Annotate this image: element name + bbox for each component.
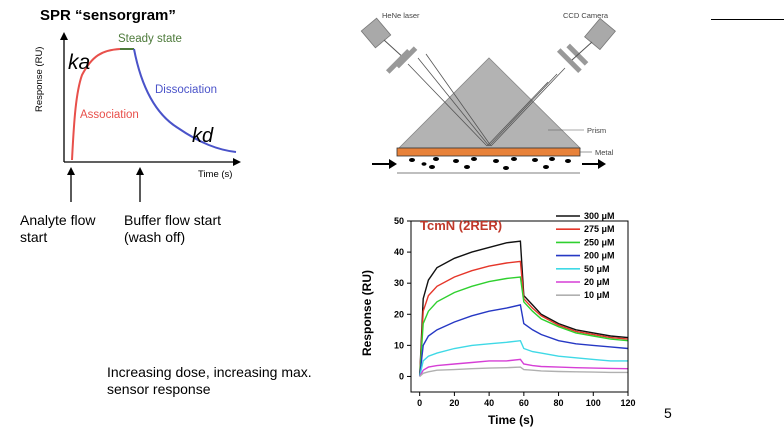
y-tick-label: 20 xyxy=(394,309,404,319)
sensorgram-xlabel: Time (s) xyxy=(198,169,232,180)
buffer-flow-label: Buffer flow start (wash off) xyxy=(124,212,221,246)
sensorgram-ylabel: Response (RU) xyxy=(34,47,45,112)
series-line xyxy=(419,366,628,378)
chart-ylabel: Response (RU) xyxy=(360,270,374,356)
prism-label: Prism xyxy=(587,126,606,135)
buffer-arrowhead xyxy=(136,167,144,175)
camera-beam xyxy=(571,41,593,61)
sensorgram-x-arrowhead xyxy=(233,158,241,166)
camera-body xyxy=(584,17,616,51)
page-number: 5 xyxy=(664,405,672,421)
y-tick-label: 30 xyxy=(394,278,404,288)
light-rays xyxy=(407,53,566,147)
legend-label: 200 μM xyxy=(584,251,615,261)
dose-note: Increasing dose, increasing max. sensor … xyxy=(107,364,312,398)
sensorgram-y-arrowhead xyxy=(60,32,68,40)
legend-label: 50 μM xyxy=(584,264,610,274)
y-tick-label: 40 xyxy=(394,247,404,257)
chart-title: TcmN (2RER) xyxy=(420,218,502,233)
legend-label: 275 μM xyxy=(584,224,615,234)
x-tick-label: 80 xyxy=(554,398,564,408)
series-line xyxy=(419,260,629,377)
laser-lens-2 xyxy=(395,46,418,69)
dose-note-line1: Increasing dose, increasing max. xyxy=(107,364,312,380)
laser-lens xyxy=(385,48,411,74)
analyte-flow-label: Analyte flow start xyxy=(20,212,95,246)
analyte-arrowhead xyxy=(67,167,75,175)
dose-note-line2: sensor response xyxy=(107,381,211,397)
y-tick-label: 10 xyxy=(394,340,404,350)
series-line xyxy=(419,240,629,377)
camera-label: CCD Camera xyxy=(563,11,609,20)
steady-state-label: Steady state xyxy=(118,33,182,45)
laser-body xyxy=(360,17,392,49)
association-curve xyxy=(71,48,121,161)
dissociation-curve xyxy=(133,48,237,153)
y-tick-label: 0 xyxy=(399,371,404,381)
x-tick-label: 20 xyxy=(449,398,459,408)
x-tick-label: 100 xyxy=(586,398,601,408)
y-tick-label: 50 xyxy=(394,216,404,226)
analyte-flow-line1: Analyte flow xyxy=(20,212,96,228)
laser-label: HeNe laser xyxy=(382,11,420,20)
flow-arrowhead-right xyxy=(598,159,606,169)
metal-label: Metal xyxy=(595,148,614,157)
buffer-flow-line2: (wash off) xyxy=(124,229,186,245)
series-line xyxy=(419,304,629,377)
header-rule xyxy=(711,19,784,20)
dissociation-label: Dissociation xyxy=(155,84,217,96)
series-line xyxy=(419,358,629,377)
legend-label: 300 μM xyxy=(584,211,615,221)
series-line xyxy=(419,276,629,377)
flow-arrowhead-left xyxy=(389,159,397,169)
buffer-flow-line1: Buffer flow start xyxy=(124,212,222,228)
x-tick-label: 60 xyxy=(519,398,529,408)
plot-frame xyxy=(410,220,629,393)
analyte-flow-line2: start xyxy=(20,229,48,245)
association-label: Association xyxy=(80,109,139,121)
handwritten-kd: kd xyxy=(192,125,214,147)
chart-xlabel: Time (s) xyxy=(488,413,534,427)
handwritten-ka: ka xyxy=(68,51,90,74)
legend-label: 10 μM xyxy=(584,290,610,300)
analyte-molecules xyxy=(409,157,571,170)
camera-lens xyxy=(556,48,582,74)
legend-label: 250 μM xyxy=(584,237,615,247)
legend-label: 20 μM xyxy=(584,277,610,287)
slide-title: SPR “sensorgram” xyxy=(40,7,176,24)
x-tick-label: 40 xyxy=(484,398,494,408)
x-tick-label: 120 xyxy=(620,398,635,408)
series-line xyxy=(419,339,628,377)
x-tick-label: 0 xyxy=(417,398,422,408)
